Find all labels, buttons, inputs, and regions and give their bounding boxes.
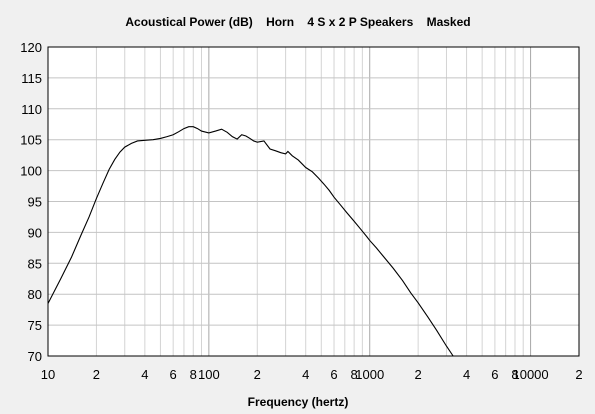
x-tick-label: 8 xyxy=(190,367,197,382)
y-tick-label: 120 xyxy=(20,40,42,55)
x-tick-label: 8 xyxy=(351,367,358,382)
x-tick-label: 4 xyxy=(141,367,148,382)
y-tick-labels: 70 75 80 85 90 95 100 105 110 115 120 xyxy=(20,40,42,364)
x-axis-label: Frequency (hertz) xyxy=(248,395,349,409)
x-tick-label: 6 xyxy=(170,367,177,382)
x-tick-label: 6 xyxy=(330,367,337,382)
y-tick-label: 85 xyxy=(28,256,42,271)
x-tick-label: 4 xyxy=(302,367,309,382)
series-line xyxy=(47,126,454,357)
x-tick-label: 8 xyxy=(511,367,518,382)
plot-border xyxy=(47,46,580,357)
y-gridlines xyxy=(48,77,579,326)
x-tick-label: 2 xyxy=(254,367,261,382)
x-tick-label: 10 xyxy=(41,367,55,382)
x-tick-label: 2 xyxy=(93,367,100,382)
y-tick-label: 80 xyxy=(28,287,42,302)
x-tick-label: 100 xyxy=(198,367,220,382)
y-tick-label: 105 xyxy=(20,133,42,148)
x-tick-label: 6 xyxy=(491,367,498,382)
x-tick-label: 2 xyxy=(415,367,422,382)
x-tick-label: 10000 xyxy=(512,367,548,382)
y-tick-label: 110 xyxy=(21,102,42,117)
y-tick-label: 100 xyxy=(20,164,42,179)
x-tick-label: 2 xyxy=(575,367,582,382)
y-tick-label: 70 xyxy=(28,349,42,364)
y-tick-label: 90 xyxy=(28,225,42,240)
y-tick-label: 115 xyxy=(21,71,42,86)
y-tick-label: 75 xyxy=(28,318,42,333)
x-tick-label: 1000 xyxy=(355,367,384,382)
y-tick-label: 95 xyxy=(28,195,42,210)
chart-title: Acoustical Power (dB) Horn 4 S x 2 P Spe… xyxy=(125,15,470,29)
x-tick-label: 4 xyxy=(463,367,470,382)
